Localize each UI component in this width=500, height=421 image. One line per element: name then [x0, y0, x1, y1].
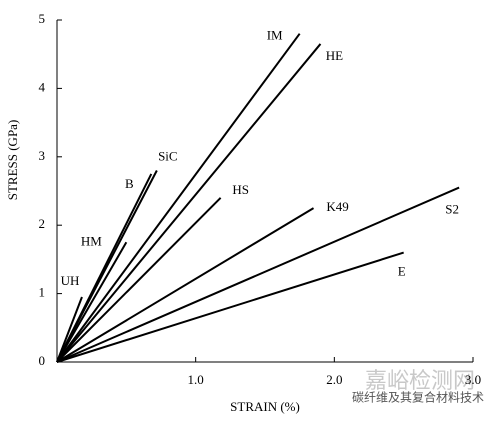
series-label: E	[398, 264, 406, 279]
series-label: HE	[326, 48, 343, 63]
series-label: S2	[445, 202, 459, 217]
x-tick-label: 1.0	[188, 372, 204, 387]
series-label: HM	[81, 233, 102, 248]
series-line	[56, 170, 158, 363]
y-tick-label: 4	[39, 79, 46, 94]
y-tick-label: 1	[39, 285, 46, 300]
series-label: UH	[61, 273, 80, 288]
x-tick-label: 2.0	[326, 372, 342, 387]
series-label: SiC	[158, 148, 178, 163]
watermark-site: 嘉峪检测网	[365, 369, 475, 394]
y-tick-label: 3	[39, 148, 46, 163]
series-label: HS	[232, 182, 249, 197]
series-line	[56, 197, 222, 363]
watermark-account: 碳纤维及其复合材料技术	[352, 390, 484, 405]
y-tick-label: 0	[39, 353, 46, 368]
y-tick-label: 5	[39, 11, 46, 26]
series-line	[56, 241, 128, 363]
series-label: K49	[326, 199, 348, 214]
y-tick-label: 2	[39, 216, 46, 231]
x-axis-label: STRAIN (%)	[230, 399, 300, 414]
series-label: IM	[267, 28, 283, 43]
series-line	[56, 33, 301, 363]
series-line	[56, 186, 460, 363]
series-line	[56, 251, 404, 363]
x-tick-label: 3.0	[465, 372, 481, 387]
series-line	[56, 207, 315, 363]
y-axis-label: STRESS (GPa)	[5, 120, 20, 201]
series-label: B	[125, 176, 134, 191]
series-line	[56, 296, 83, 363]
series-line	[56, 43, 322, 363]
